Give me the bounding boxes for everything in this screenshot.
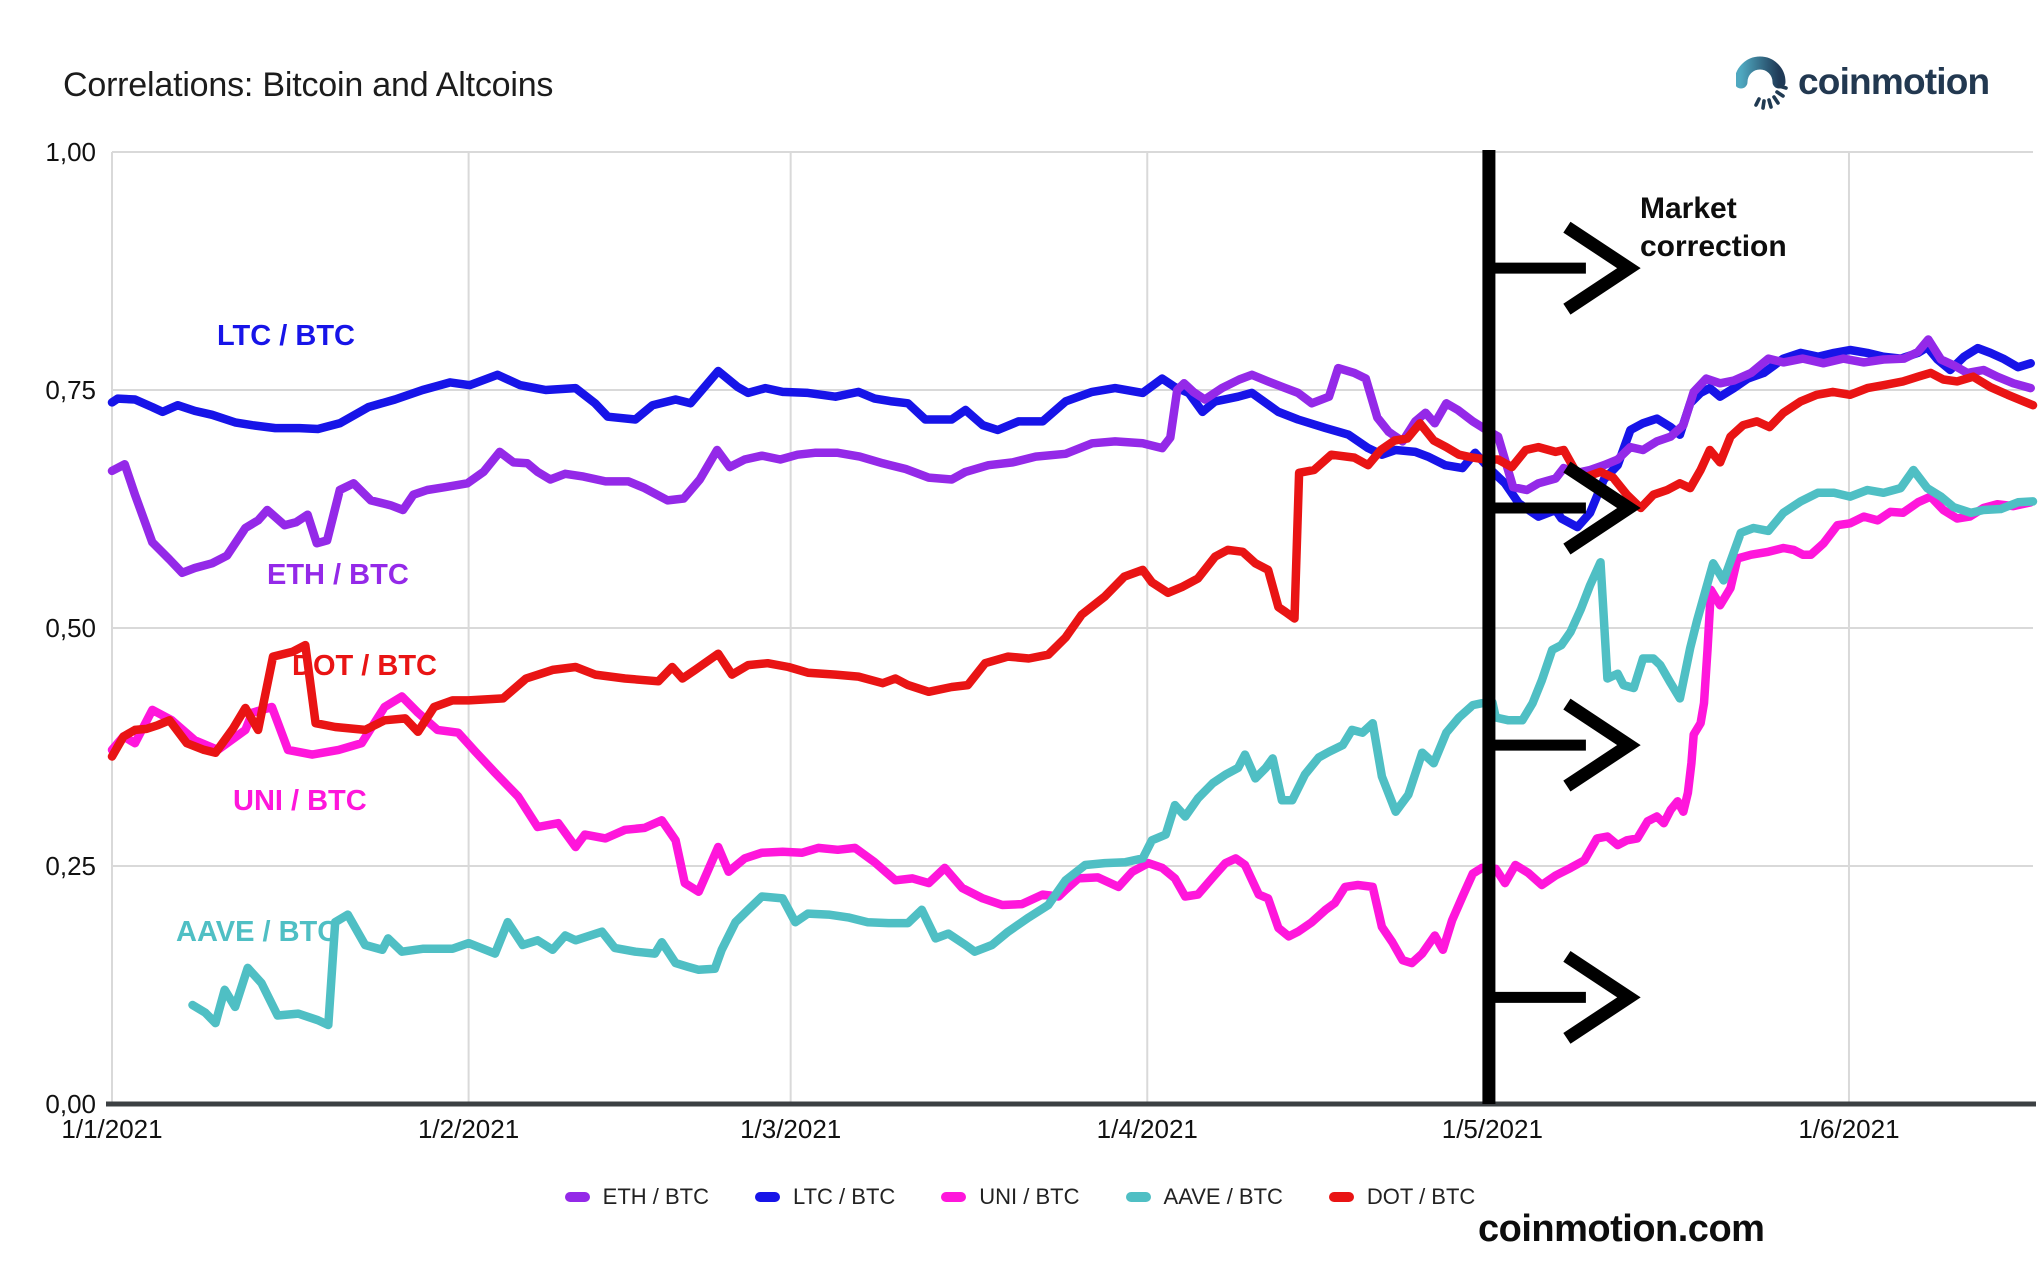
x-tick-1/6/2021: 1/6/2021 <box>1798 1114 1900 1144</box>
legend-item-aave: AAVE / BTC <box>1125 1184 1283 1210</box>
y-tick-0,50: 0,50 <box>45 613 96 643</box>
coinmotion-swirl-icon <box>1734 48 1788 115</box>
coinmotion-logo-text: coinmotion <box>1798 60 1990 102</box>
x-tick-1/5/2021: 1/5/2021 <box>1441 1114 1543 1144</box>
uni-color-swatch <box>941 1192 967 1202</box>
x-tick-1/2/2021: 1/2/2021 <box>417 1114 520 1144</box>
chart-legend: ETH / BTC LTC / BTC UNI / BTC AAVE / BTC… <box>0 1184 2040 1210</box>
page-title: Correlations: Bitcoin and Altcoins <box>63 66 554 104</box>
y-tick-0,75: 0,75 <box>45 375 96 405</box>
series-label-aave: AAVE / BTC <box>176 916 339 948</box>
x-tick-1/1/2021: 1/1/2021 <box>61 1114 163 1144</box>
x-tick-1/4/2021: 1/4/2021 <box>1096 1114 1198 1144</box>
aave-color-swatch <box>1125 1192 1151 1202</box>
series-label-uni: UNI / BTC <box>233 785 367 817</box>
series-label-dot: DOT / BTC <box>292 650 437 682</box>
eth-color-swatch <box>564 1192 590 1202</box>
y-tick-1,00: 1,00 <box>45 137 96 167</box>
legend-item-uni: UNI / BTC <box>941 1184 1080 1210</box>
ltc-color-swatch <box>755 1192 781 1202</box>
watermark: coinmotion.com <box>1478 1208 1765 1250</box>
legend-item-dot: DOT / BTC <box>1328 1184 1475 1210</box>
legend-item-eth: ETH / BTC <box>564 1184 709 1210</box>
market-correction-label: Market correction <box>1640 192 1787 263</box>
y-tick-0,00: 0,00 <box>45 1089 96 1119</box>
series-label-eth: ETH / BTC <box>267 559 409 591</box>
coinmotion-logo: coinmotion <box>1734 48 1990 115</box>
series-label-ltc: LTC / BTC <box>217 320 355 352</box>
y-tick-0,25: 0,25 <box>45 851 96 881</box>
x-tick-1/3/2021: 1/3/2021 <box>740 1114 842 1144</box>
legend-item-ltc: LTC / BTC <box>755 1184 895 1210</box>
dot-color-swatch <box>1328 1192 1354 1202</box>
